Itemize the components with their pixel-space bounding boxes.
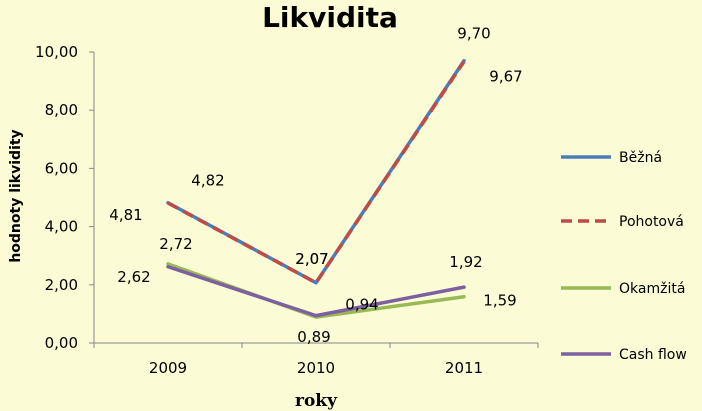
data-label: 9,70: [457, 25, 490, 43]
x-tick-label: 2011: [445, 359, 483, 377]
y-tick-label: 2,00: [45, 276, 78, 294]
y-axis-label: hodnoty likvidity: [8, 129, 24, 262]
data-label: 2,62: [117, 268, 150, 286]
data-label: 4,81: [109, 206, 142, 224]
data-label: 1,92: [449, 253, 482, 271]
data-label: 1,59: [483, 292, 516, 310]
y-tick-label: 0,00: [45, 334, 78, 352]
data-label: 2,72: [159, 235, 192, 253]
legend-label: Běžná: [619, 150, 662, 166]
legend-label: Okamžitá: [619, 281, 685, 297]
series-line-1: [167, 60, 466, 285]
series-line-2: [166, 262, 466, 319]
legend-label: Cash flow: [619, 347, 687, 363]
data-label: 4,82: [191, 172, 224, 190]
data-label: 2,07: [295, 250, 328, 268]
chart-title: Likvidita: [262, 1, 398, 34]
x-axis-label: roky: [295, 391, 338, 411]
axes: 0,00 2,00 4,00 6,00 8,00 10,00 2009 2010 2011: [35, 43, 539, 377]
data-label: 2,07: [295, 250, 328, 268]
data-labels: 4,822,079,704,812,079,672,720,891,592,62…: [109, 25, 522, 346]
data-label: 9,67: [489, 68, 522, 86]
y-tick-label: 4,00: [45, 218, 78, 236]
legend: Běžná Pohotová Okamžitá Cash flow: [561, 150, 687, 363]
x-tick-label: 2009: [149, 359, 187, 377]
y-tick-label: 10,00: [35, 43, 78, 61]
series-layer: [166, 58, 466, 319]
data-label: 0,94: [345, 296, 378, 314]
y-tick-label: 8,00: [45, 101, 78, 119]
y-tick-label: 6,00: [45, 159, 78, 177]
data-label: 0,89: [297, 328, 330, 346]
legend-label: Pohotová: [619, 214, 684, 230]
x-tick-label: 2010: [297, 359, 335, 377]
series-line-3: [166, 265, 466, 318]
